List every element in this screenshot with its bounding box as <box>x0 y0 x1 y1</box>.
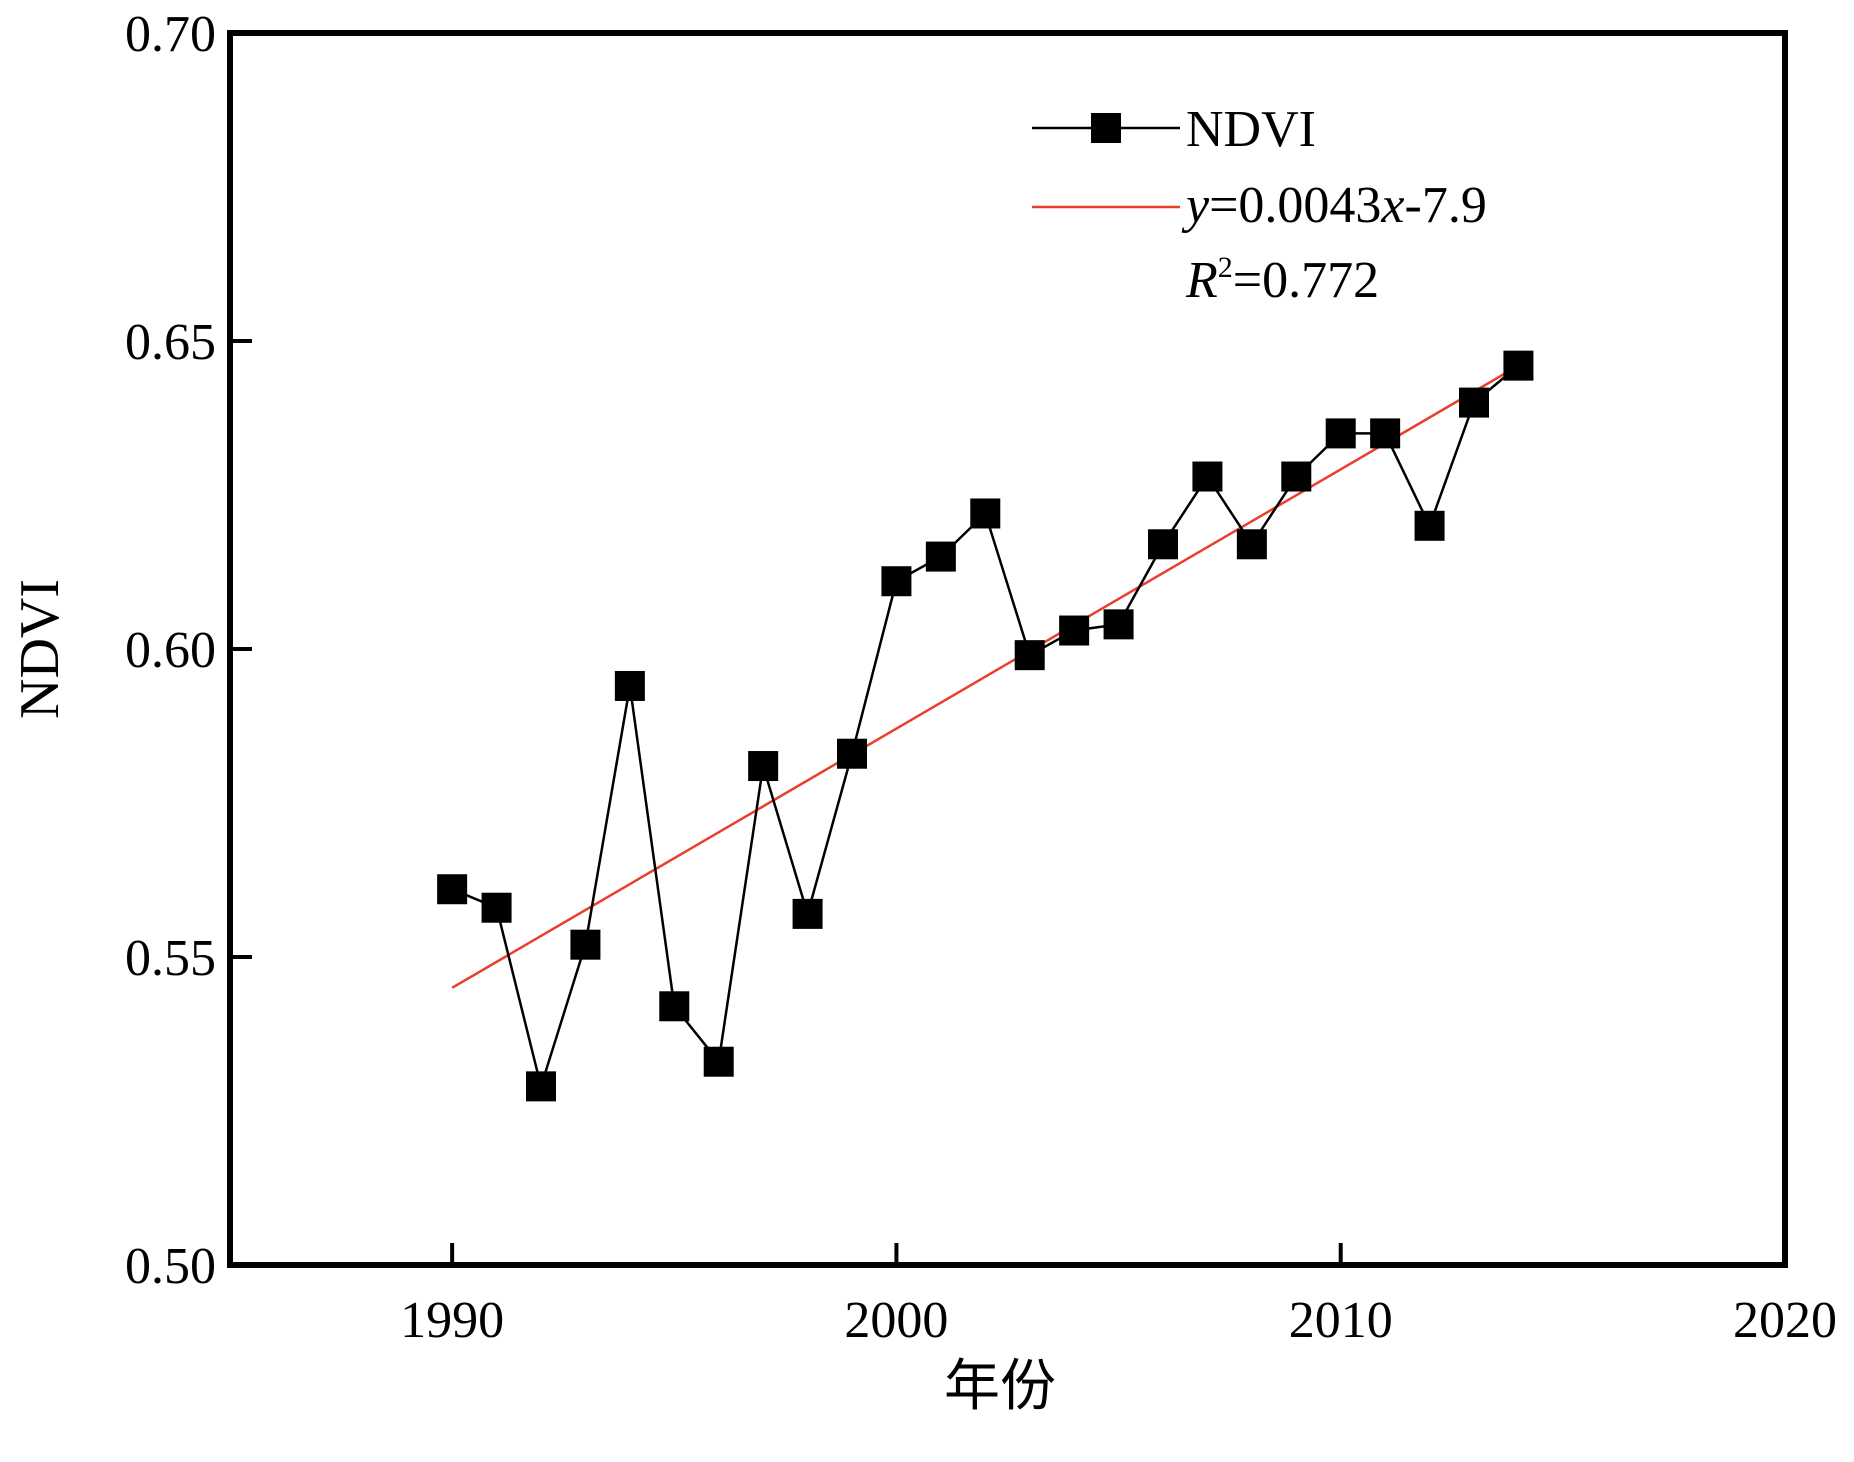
ndvi-data-point <box>1281 461 1312 492</box>
ndvi-data-point <box>614 670 645 701</box>
x-tick-label: 2010 <box>1289 1292 1393 1349</box>
legend: NDVI y=0.0043x-7.9 R2=0.772 <box>1032 101 1487 309</box>
y-tick-label: 0.50 <box>125 1238 216 1295</box>
legend-trend-equation: y=0.0043x-7.9 <box>1181 177 1487 234</box>
ndvi-data-point <box>1459 387 1489 418</box>
y-tick-label: 0.60 <box>125 622 216 679</box>
ndvi-data-point <box>703 1046 734 1077</box>
r-squared-variable: R <box>1185 252 1218 309</box>
ndvi-series-line <box>451 364 1520 1092</box>
ndvi-data-point <box>1192 461 1223 492</box>
plot-area-frame <box>227 30 1788 1268</box>
y-tick-label: 0.55 <box>125 930 216 987</box>
y-axis-title: NDVI <box>9 579 71 719</box>
legend-r-squared: R2=0.772 <box>1185 251 1379 309</box>
ndvi-series-layer <box>437 350 1534 1102</box>
trend-line-layer <box>451 364 1520 989</box>
axis-ticks: 0.50 0.55 0.60 0.65 0.70 1990 2000 2010 2020 <box>125 6 1837 1349</box>
ndvi-data-point <box>481 892 512 923</box>
ndvi-data-point <box>1370 418 1401 449</box>
x-tick-label: 2020 <box>1733 1292 1837 1349</box>
r-squared-superscript: 2 <box>1218 251 1233 284</box>
ndvi-data-point <box>748 751 779 782</box>
ndvi-data-point <box>1325 418 1356 449</box>
ndvi-data-point <box>1236 529 1267 560</box>
r-squared-value: =0.772 <box>1233 252 1379 309</box>
ndvi-data-point <box>1503 350 1534 381</box>
ndvi-data-point <box>437 874 468 905</box>
ndvi-data-point <box>1059 615 1090 646</box>
ndvi-data-point <box>526 1071 556 1102</box>
equation-x-variable: x <box>1380 177 1404 234</box>
equation-intercept: -7.9 <box>1405 177 1487 234</box>
trend-line <box>451 364 1520 989</box>
ndvi-data-point <box>925 541 956 572</box>
x-tick-label: 2000 <box>844 1292 948 1349</box>
legend-ndvi-label: NDVI <box>1186 101 1316 158</box>
equation-coefficient: =0.0043 <box>1209 177 1381 234</box>
x-tick-label: 1990 <box>400 1292 504 1349</box>
ndvi-data-point <box>1414 510 1445 541</box>
ndvi-data-point <box>1148 529 1178 560</box>
ndvi-data-point <box>659 991 690 1022</box>
x-axis-title: 年份 <box>944 1356 1056 1418</box>
legend-ndvi-marker <box>1091 113 1121 143</box>
ndvi-data-point <box>837 738 867 769</box>
y-tick-label: 0.65 <box>125 314 216 371</box>
ndvi-data-point <box>970 498 1001 529</box>
y-tick-label: 0.70 <box>125 6 216 63</box>
ndvi-data-point <box>570 929 601 960</box>
ndvi-data-point <box>881 566 912 597</box>
ndvi-data-point <box>792 898 823 929</box>
equation-y-variable: y <box>1181 177 1210 234</box>
ndvi-data-point <box>1103 609 1134 640</box>
ndvi-data-point <box>1014 640 1045 671</box>
